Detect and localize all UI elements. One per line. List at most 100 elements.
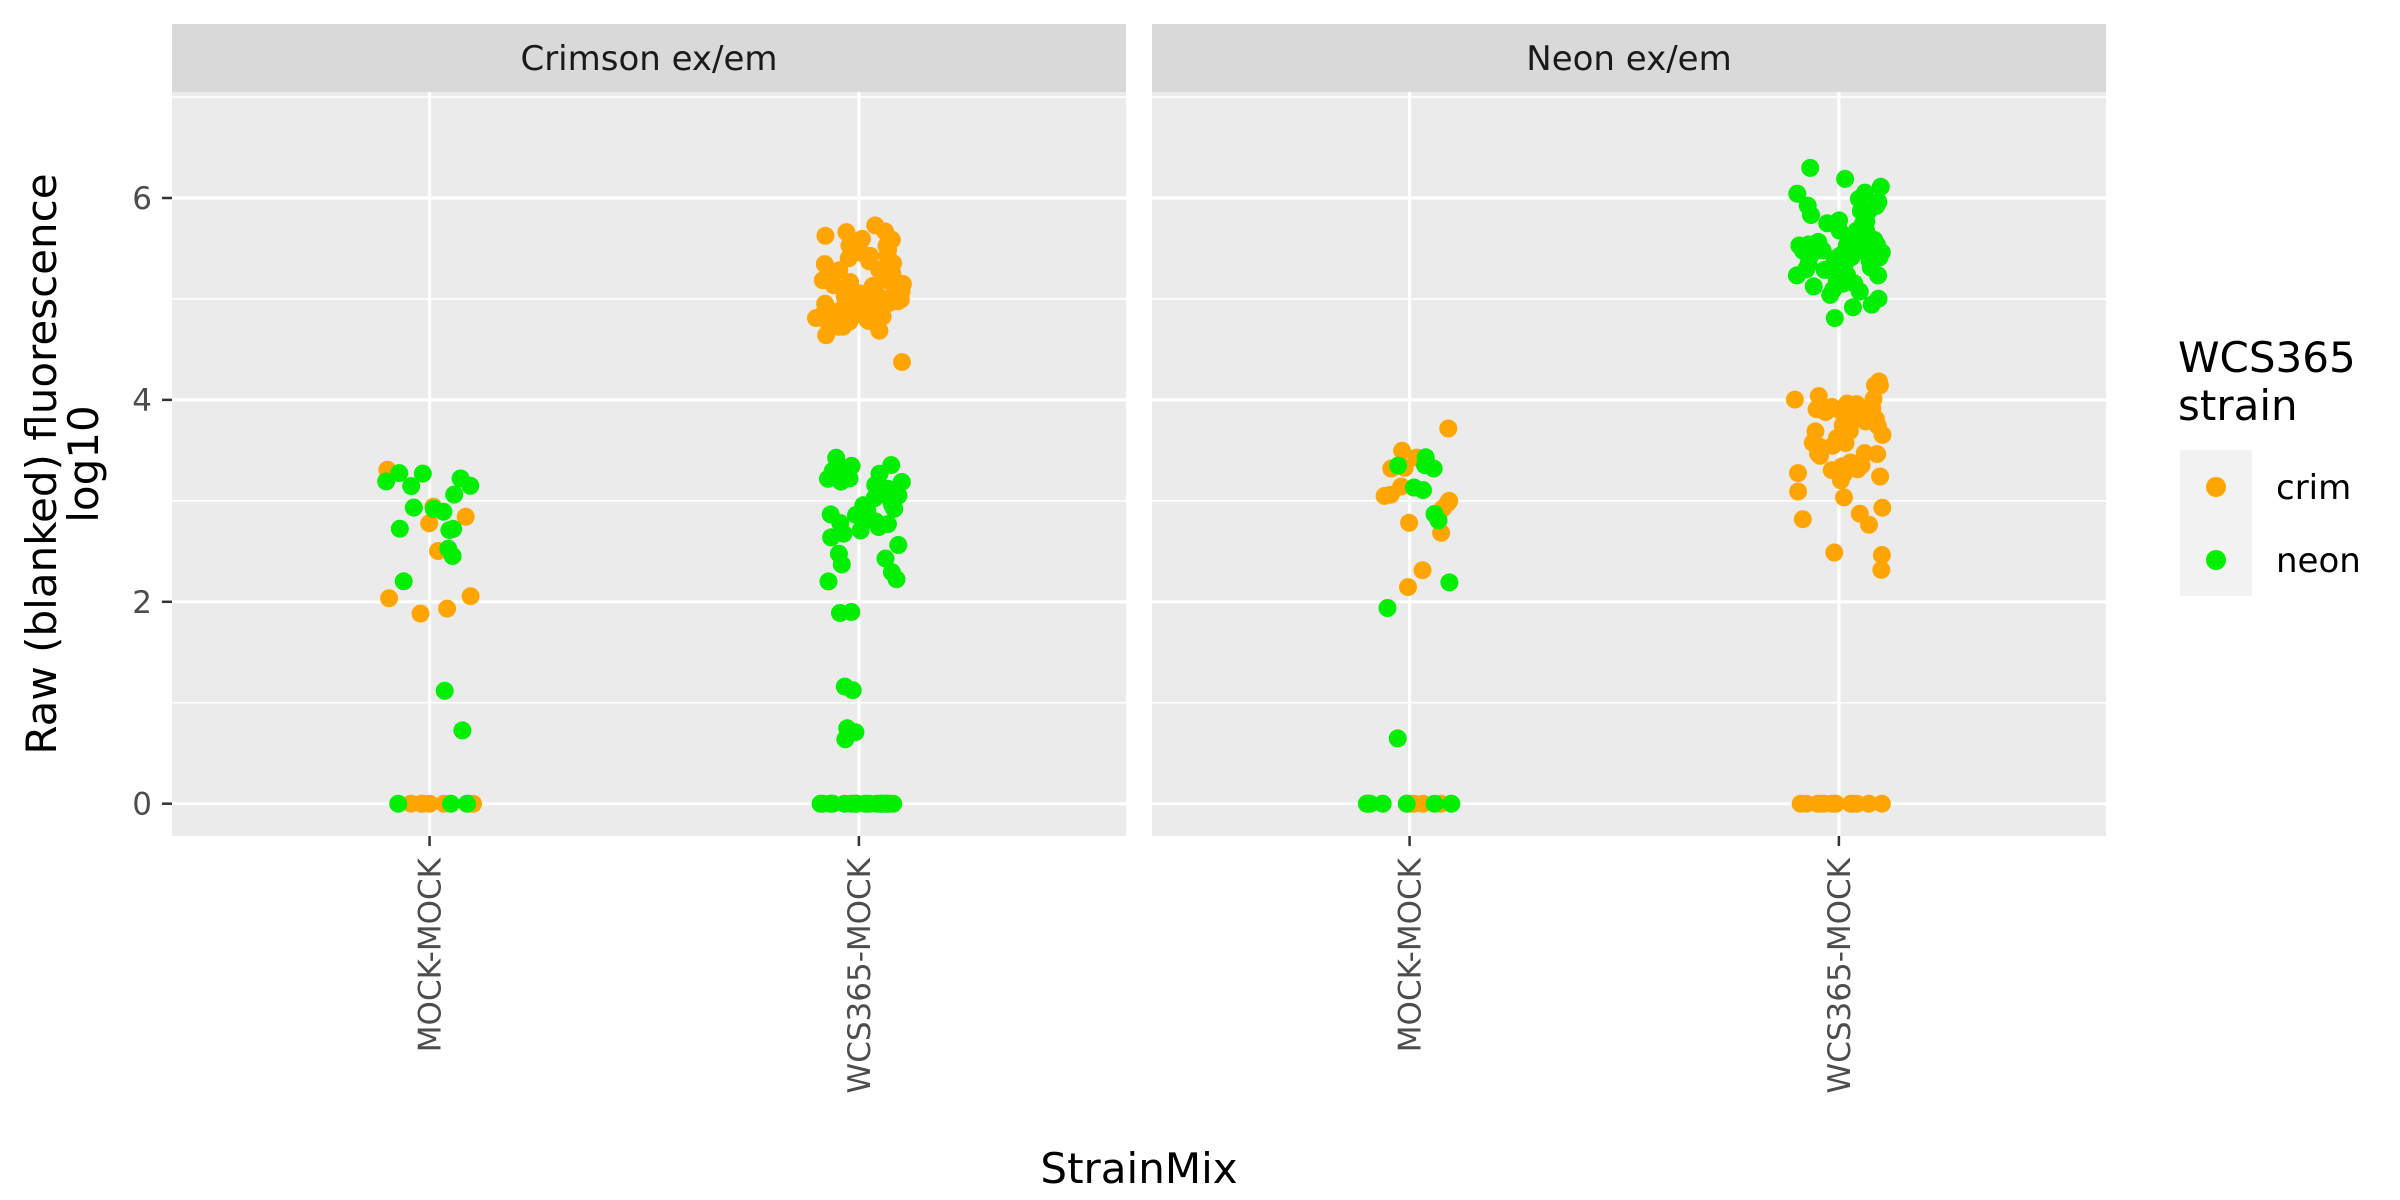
- point-crim: [870, 321, 889, 340]
- point-neon: [876, 549, 895, 568]
- point-neon: [1442, 794, 1461, 813]
- point-crim: [1871, 467, 1890, 486]
- point-neon: [831, 472, 850, 491]
- point-neon: [1440, 573, 1459, 592]
- point-crim: [1848, 460, 1867, 479]
- point-crim: [380, 589, 399, 608]
- point-neon: [1389, 456, 1408, 475]
- point-neon: [1788, 184, 1807, 203]
- x-tick-label: MOCK-MOCK: [413, 857, 449, 1052]
- point-crim: [1400, 513, 1419, 532]
- point-neon: [1397, 794, 1416, 813]
- point-crim: [1797, 794, 1816, 813]
- point-crim: [1873, 425, 1892, 444]
- points: [1357, 158, 1892, 813]
- point-neon: [1815, 260, 1834, 279]
- point-neon: [390, 464, 409, 483]
- point-crim: [1785, 390, 1804, 409]
- point-crim: [1826, 794, 1845, 813]
- point-crim: [1873, 498, 1892, 517]
- facet-crimson: Crimson ex/em: [172, 24, 1126, 836]
- point-neon: [402, 477, 421, 496]
- point-neon: [860, 794, 879, 813]
- legend-title-line2: strain: [2178, 381, 2298, 430]
- point-neon: [443, 547, 462, 565]
- point-neon: [1825, 309, 1844, 328]
- x-tick-label: MOCK-MOCK: [1393, 857, 1429, 1052]
- facet-strip: [1152, 24, 2106, 92]
- point-neon: [1869, 266, 1888, 285]
- point-neon: [836, 730, 855, 749]
- point-neon: [1429, 511, 1448, 530]
- point-neon: [1424, 459, 1443, 478]
- point-crim: [1835, 488, 1853, 507]
- point-neon: [434, 502, 453, 521]
- point-neon: [389, 794, 408, 813]
- point-crim: [1393, 441, 1412, 460]
- point-neon: [1802, 206, 1820, 224]
- point-neon: [390, 519, 409, 538]
- x-axis: MOCK-MOCK WCS365-MOCK MOCK-MOCK WCS365-MOCK: [413, 836, 1858, 1093]
- point-neon: [843, 681, 862, 700]
- legend-key-background: [2180, 450, 2252, 596]
- point-crim: [1868, 445, 1887, 464]
- point-crim: [893, 353, 911, 372]
- y-axis: 0 2 4 6: [132, 181, 172, 823]
- plot-panel: [172, 92, 1126, 836]
- point-crim: [1816, 403, 1835, 421]
- points: [377, 216, 912, 813]
- point-neon: [1844, 298, 1862, 317]
- point-crim: [1399, 578, 1417, 597]
- point-neon: [1373, 794, 1392, 813]
- point-neon: [377, 472, 396, 491]
- point-crim: [1793, 510, 1812, 529]
- point-crim: [837, 223, 856, 242]
- point-neon: [842, 794, 861, 813]
- point-crim: [1810, 794, 1829, 813]
- point-neon: [1361, 794, 1380, 813]
- point-neon: [441, 794, 460, 813]
- y-axis-title-line2: log10: [59, 405, 108, 522]
- point-crim: [461, 587, 480, 606]
- point-neon: [1425, 794, 1444, 813]
- point-neon: [445, 485, 464, 504]
- point-crim: [1843, 794, 1862, 813]
- gridlines: [172, 92, 1126, 836]
- point-neon: [1871, 177, 1890, 196]
- y-axis-title: Raw (blanked) fluorescence log10: [17, 173, 108, 754]
- y-tick-label: 4: [132, 383, 152, 419]
- point-crim: [438, 599, 457, 618]
- point-neon: [440, 521, 459, 540]
- point-neon: [819, 572, 838, 591]
- point-neon: [877, 794, 896, 813]
- point-crim: [834, 317, 852, 336]
- point-crim: [839, 249, 858, 268]
- point-crim: [420, 794, 439, 813]
- point-neon: [1830, 221, 1849, 240]
- point-neon: [869, 518, 888, 536]
- point-crim: [1825, 543, 1844, 562]
- point-crim: [816, 226, 835, 245]
- point-crim: [1439, 419, 1458, 438]
- point-crim: [1872, 560, 1891, 579]
- point-crim: [420, 514, 439, 533]
- point-neon: [413, 464, 432, 483]
- facet-neon: Neon ex/em: [1152, 24, 2106, 836]
- legend-key-crim: [2206, 477, 2226, 497]
- point-neon: [453, 721, 472, 740]
- x-axis-title: StrainMix: [1040, 1144, 1237, 1193]
- x-tick-label: WCS365-MOCK: [842, 857, 878, 1093]
- point-crim: [411, 604, 430, 623]
- point-crim: [401, 794, 420, 813]
- legend-label-neon: neon: [2276, 541, 2361, 581]
- point-neon: [1787, 266, 1806, 285]
- point-neon: [823, 794, 842, 813]
- point-crim: [817, 326, 836, 345]
- point-crim: [456, 507, 475, 526]
- legend: WCS365 strain crim neon: [2178, 333, 2361, 596]
- y-tick-label: 2: [132, 585, 152, 621]
- point-neon: [404, 498, 423, 517]
- point-crim: [1872, 794, 1891, 813]
- plot-panel: [1152, 92, 2106, 836]
